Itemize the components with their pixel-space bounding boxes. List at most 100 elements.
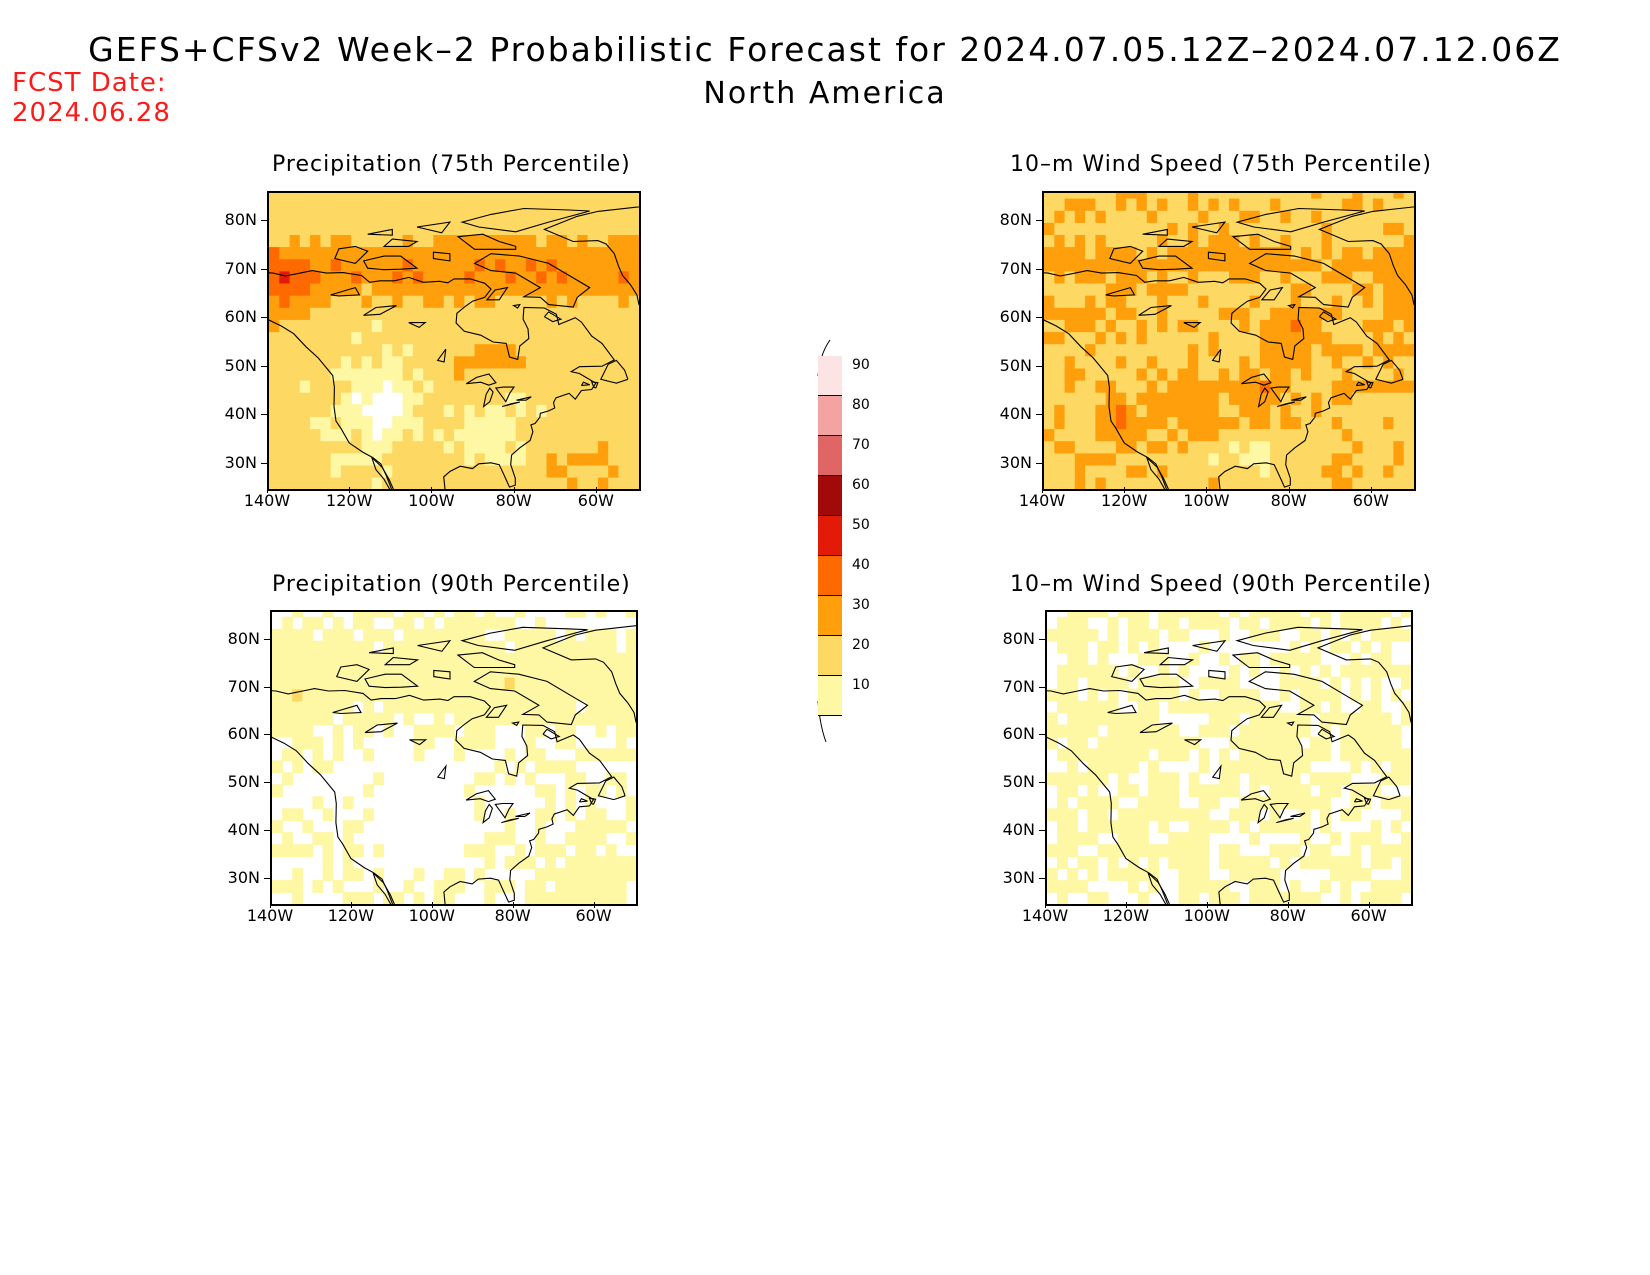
lake-outline	[1184, 739, 1203, 746]
probability-cell	[1309, 796, 1321, 810]
map-precipitation-75th	[267, 191, 641, 491]
probability-cell	[1259, 892, 1271, 904]
probability-cell	[577, 464, 589, 478]
probability-cell	[1105, 193, 1117, 199]
probability-cell	[587, 416, 599, 430]
probability-cell	[371, 319, 383, 333]
lake-outline	[1269, 802, 1290, 819]
probability-cell	[272, 700, 283, 714]
probability-cell	[1239, 724, 1250, 738]
probability-cell	[1208, 210, 1220, 223]
probability-cell	[525, 197, 537, 211]
probability-cell	[433, 197, 445, 211]
probability-cell	[1208, 612, 1220, 618]
probability-cell	[474, 307, 486, 320]
probability-cell	[1054, 282, 1066, 296]
probability-cell	[1321, 404, 1333, 417]
probability-cell	[1289, 760, 1301, 774]
probability-cell	[1370, 844, 1382, 857]
probability-cell	[330, 193, 342, 199]
probability-cell	[1097, 808, 1109, 822]
probability-cell	[546, 246, 558, 260]
probability-cell	[608, 476, 620, 489]
probability-cell	[474, 343, 486, 357]
probability-cell	[1218, 688, 1230, 702]
probability-cell	[382, 197, 394, 211]
probability-cell	[1157, 367, 1169, 381]
lake-outline	[436, 348, 447, 363]
probability-cell	[1259, 197, 1271, 211]
probability-cell	[289, 210, 301, 223]
probability-cell	[1067, 612, 1079, 618]
probability-cell	[1047, 724, 1058, 738]
probability-cell	[1403, 258, 1414, 272]
probability-cell	[1249, 367, 1261, 381]
probability-cell	[1279, 712, 1291, 726]
probability-cell	[524, 664, 536, 678]
probability-cell	[585, 712, 597, 726]
probability-cell	[1117, 748, 1129, 762]
island-outline	[512, 303, 521, 309]
probability-cell	[474, 736, 486, 750]
probability-cell	[1269, 892, 1281, 904]
probability-cell	[382, 476, 394, 489]
probability-cell	[1393, 440, 1405, 454]
probability-cell	[556, 367, 568, 381]
probability-cell	[302, 616, 314, 630]
probability-cell	[1105, 210, 1117, 223]
probability-cell	[536, 307, 548, 320]
probability-cell	[383, 712, 395, 726]
probability-cell	[515, 307, 527, 320]
probability-cell	[412, 440, 424, 454]
probability-cell	[310, 355, 322, 369]
probability-cell	[546, 392, 558, 405]
probability-cell	[615, 856, 627, 869]
probability-cell	[1158, 676, 1170, 690]
probability-cell	[534, 700, 546, 714]
probability-cell	[1188, 892, 1200, 904]
probability-cell	[392, 379, 404, 393]
probability-cell	[1148, 736, 1159, 750]
probability-cell	[1067, 664, 1079, 678]
probability-cell	[1157, 222, 1169, 235]
probability-cell	[382, 428, 394, 442]
probability-cell	[1280, 404, 1292, 417]
probability-cell	[514, 640, 526, 654]
probability-cell	[433, 379, 445, 393]
probability-cell	[310, 416, 322, 430]
probability-cell	[1229, 428, 1241, 442]
probability-cell	[1198, 404, 1210, 417]
probability-cell	[1360, 724, 1372, 738]
longitude-tick	[512, 902, 514, 908]
probability-cell	[1331, 343, 1343, 357]
probability-cell	[443, 688, 455, 702]
probability-cell	[1229, 270, 1241, 284]
colorbar-swatch	[818, 476, 842, 516]
probability-cell	[1057, 856, 1068, 869]
probability-cell	[1067, 868, 1079, 881]
probability-cell	[605, 868, 617, 881]
probability-cell	[525, 319, 537, 333]
probability-cell	[1360, 868, 1372, 881]
probability-cell	[1044, 464, 1056, 478]
probability-cell	[1269, 736, 1281, 750]
probability-cell	[1218, 772, 1230, 786]
probability-cell	[525, 367, 537, 381]
probability-cell	[312, 676, 324, 690]
probability-cell	[332, 640, 344, 654]
probability-cell	[515, 367, 527, 381]
probability-cell	[1342, 440, 1354, 454]
probability-cell	[403, 628, 415, 642]
probability-cell	[1095, 367, 1107, 381]
probability-cell	[577, 197, 589, 211]
probability-cell	[1393, 258, 1405, 272]
probability-cell	[556, 282, 568, 296]
probability-cell	[565, 640, 577, 654]
probability-cell	[1146, 294, 1158, 308]
probability-cell	[1167, 294, 1179, 308]
probability-cell	[515, 258, 527, 272]
probability-cell	[514, 712, 526, 726]
probability-cell	[1126, 416, 1138, 430]
probability-cell	[1239, 616, 1250, 630]
lake-outline	[465, 789, 497, 803]
